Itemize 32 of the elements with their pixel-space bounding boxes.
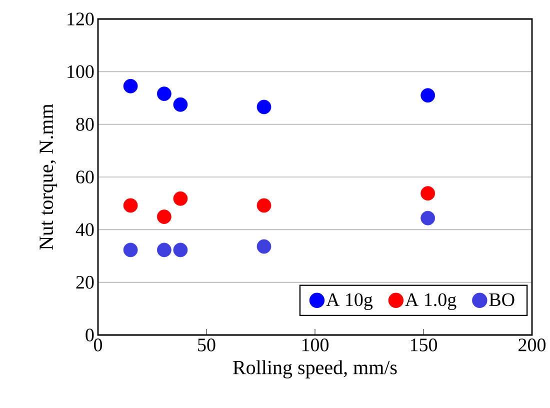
legend-label: A 10g: [326, 293, 373, 310]
x-tick-label: 150: [410, 338, 438, 352]
x-tick-label: 100: [302, 338, 329, 352]
point: [256, 198, 272, 213]
point: [256, 100, 272, 114]
point: [156, 210, 172, 224]
y-tick-label: 60: [76, 170, 94, 184]
point: [420, 210, 436, 226]
x-tick-label: 50: [198, 338, 216, 352]
point: [420, 186, 436, 201]
y-tick-label: 0: [86, 328, 94, 342]
point: [156, 86, 172, 101]
y-tick-label: 40: [76, 223, 94, 236]
legend-label: BO: [489, 293, 514, 306]
y-tick-label: 120: [68, 12, 94, 26]
point: [156, 242, 172, 258]
point: [123, 78, 138, 94]
x-axis-title: Rolling speed, mm/s: [233, 360, 397, 378]
y-tick-label: 20: [76, 276, 94, 289]
y-tick-label: 100: [68, 65, 94, 78]
point: [173, 97, 188, 112]
x-tick-label: 0: [94, 338, 102, 352]
point: [173, 191, 188, 206]
legend-label: A 1.0g: [405, 293, 456, 310]
x-tick-label: 200: [518, 338, 546, 352]
y-tick-label: 80: [76, 118, 94, 131]
point: [420, 88, 436, 103]
point: [123, 242, 138, 258]
point: [173, 242, 188, 258]
point: [256, 239, 272, 254]
point: [123, 198, 138, 213]
y-axis-title: Nut torque, N.mm: [40, 104, 58, 250]
